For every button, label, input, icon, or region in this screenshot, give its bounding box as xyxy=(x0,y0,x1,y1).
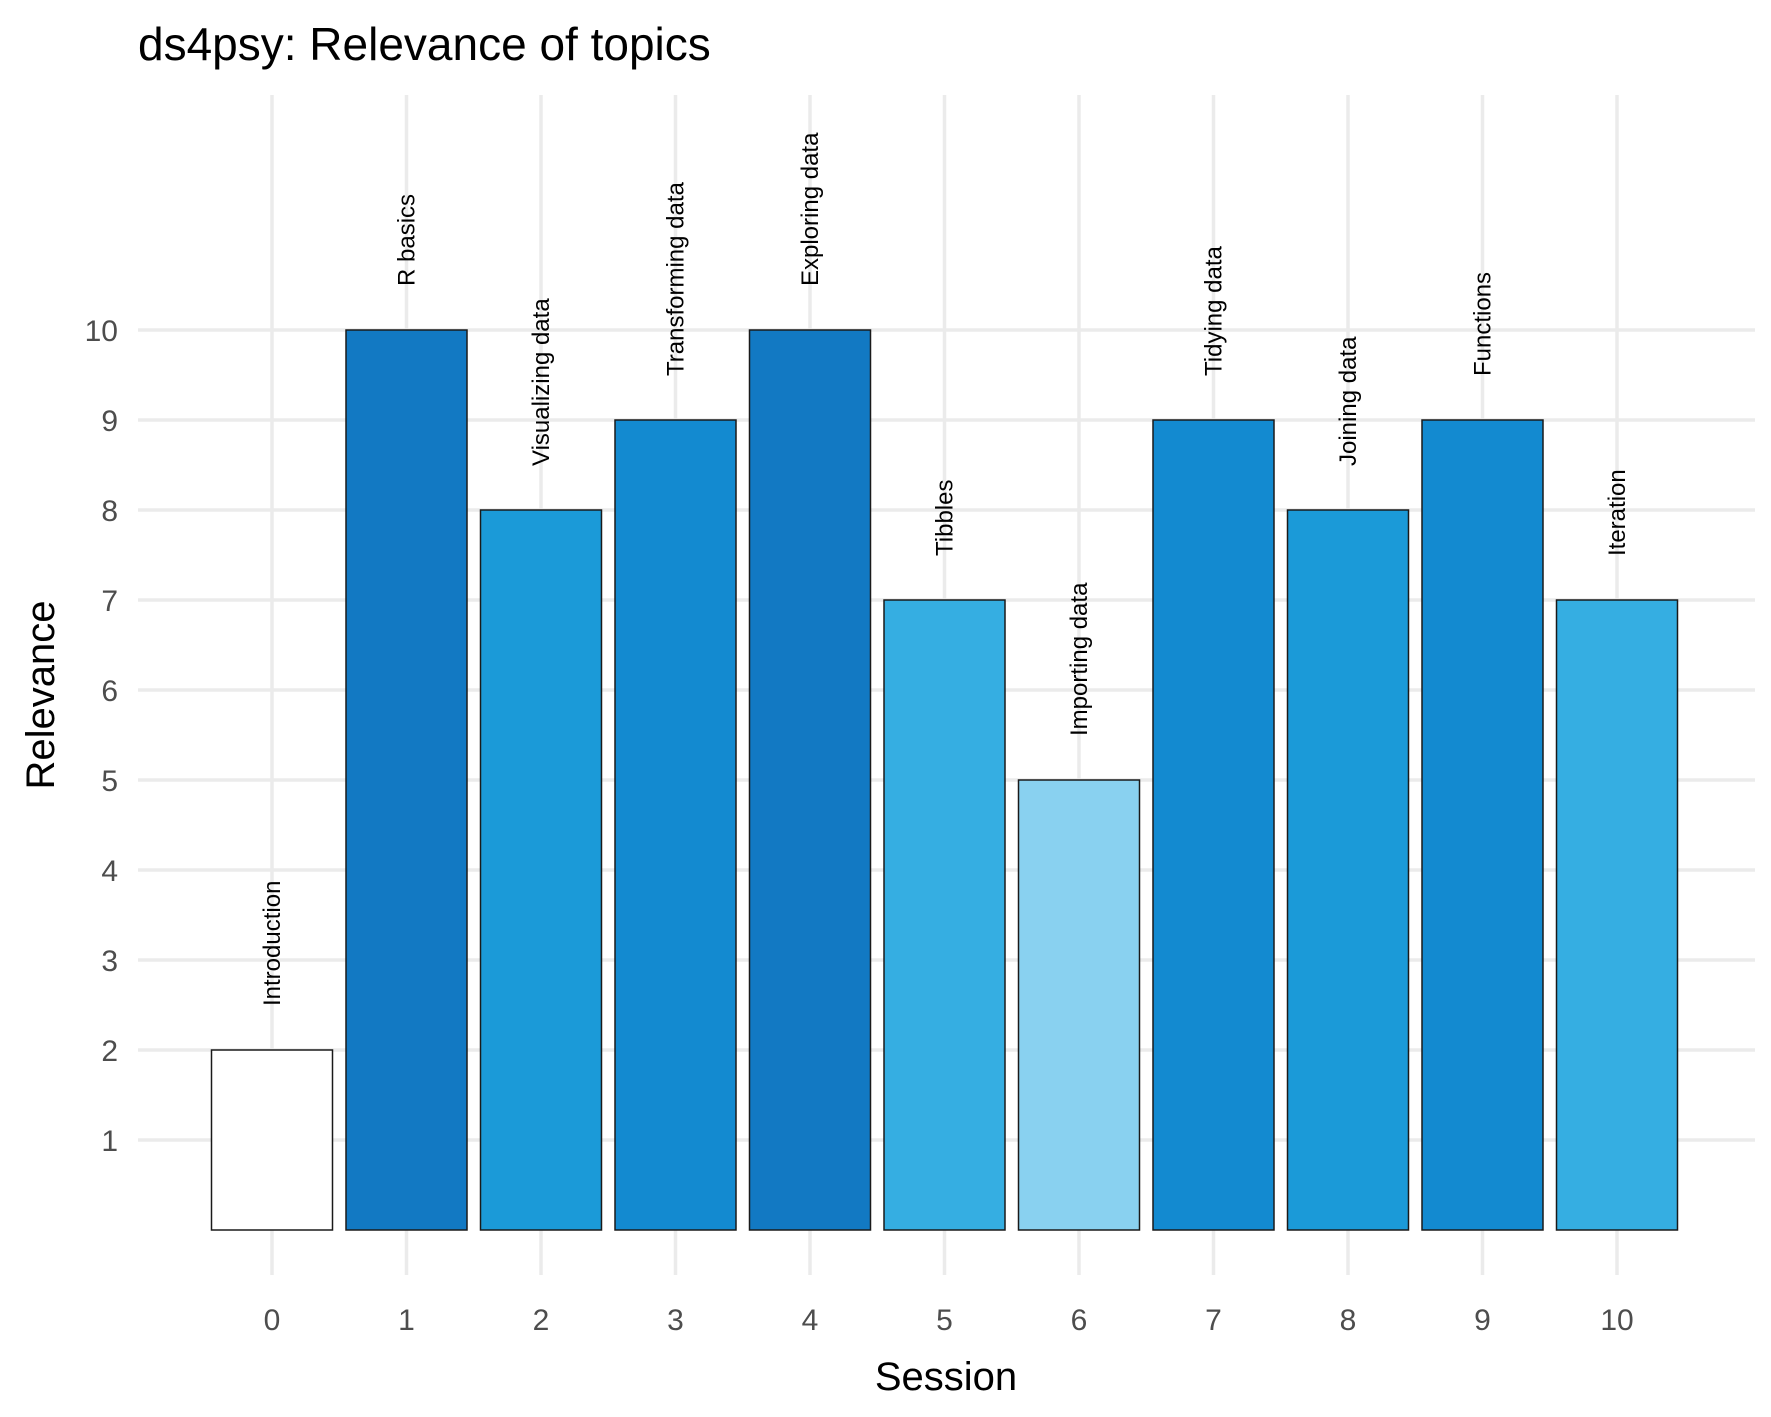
bar-label-session-1: R basics xyxy=(394,194,421,286)
y-tick-2: 2 xyxy=(101,1035,118,1068)
bar-session-9 xyxy=(1421,419,1544,1231)
y-tick-10: 10 xyxy=(85,315,118,348)
bar-label-session-3: Transforming data xyxy=(663,181,690,376)
x-axis-title: Session xyxy=(875,1355,1017,1399)
bar-session-1 xyxy=(345,329,468,1231)
bar-session-10 xyxy=(1555,599,1679,1231)
x-tick-0: 0 xyxy=(264,1304,281,1337)
x-tick-3: 3 xyxy=(667,1304,684,1337)
bar-label-session-10: Iteration xyxy=(1604,469,1631,556)
bar-label-session-4: Exploring data xyxy=(797,132,824,286)
x-tick-9: 9 xyxy=(1474,1304,1491,1337)
bar-session-3 xyxy=(614,419,737,1231)
y-tick-1: 1 xyxy=(101,1125,118,1158)
y-tick-5: 5 xyxy=(101,765,118,798)
bar-label-session-9: Functions xyxy=(1470,272,1497,376)
bar-session-4 xyxy=(748,329,872,1231)
x-tick-10: 10 xyxy=(1600,1304,1633,1337)
x-tick-8: 8 xyxy=(1340,1304,1357,1337)
y-tick-6: 6 xyxy=(101,675,118,708)
x-tick-2: 2 xyxy=(533,1304,550,1337)
bar-session-2 xyxy=(479,509,603,1231)
bar-label-session-6: Importing data xyxy=(1066,582,1093,736)
y-tick-9: 9 xyxy=(101,405,118,438)
x-tick-7: 7 xyxy=(1205,1304,1222,1337)
y-tick-4: 4 xyxy=(101,855,118,888)
bars xyxy=(210,329,1679,1231)
y-axis-title: Relevance xyxy=(19,600,63,789)
x-tick-1: 1 xyxy=(398,1304,415,1337)
chart-title: ds4psy: Relevance of topics xyxy=(138,18,711,70)
bar-label-session-7: Tidying data xyxy=(1201,245,1228,376)
bar-session-6 xyxy=(1017,779,1141,1231)
bar-session-0 xyxy=(210,1049,334,1231)
x-tick-6: 6 xyxy=(1071,1304,1088,1337)
y-axis-ticks: 1 2 3 4 5 6 7 8 9 10 xyxy=(85,315,118,1158)
bar-label-session-0: Introduction xyxy=(259,881,286,1006)
bar-session-8 xyxy=(1286,509,1410,1231)
x-tick-4: 4 xyxy=(802,1304,819,1337)
bar-session-7 xyxy=(1152,419,1275,1231)
y-tick-7: 7 xyxy=(101,585,118,618)
bar-label-session-5: Tibbles xyxy=(932,480,959,556)
bar-session-5 xyxy=(883,599,1006,1231)
bar-labels: Introduction R basics Visualizing data Tran… xyxy=(259,132,1631,1006)
x-axis-ticks: 0 1 2 3 4 5 6 7 8 9 10 xyxy=(264,1304,1634,1337)
bar-label-session-2: Visualizing data xyxy=(528,298,555,466)
y-tick-8: 8 xyxy=(101,495,118,528)
y-tick-3: 3 xyxy=(101,945,118,978)
x-tick-5: 5 xyxy=(936,1304,953,1337)
bar-label-session-8: Joining data xyxy=(1335,336,1362,466)
